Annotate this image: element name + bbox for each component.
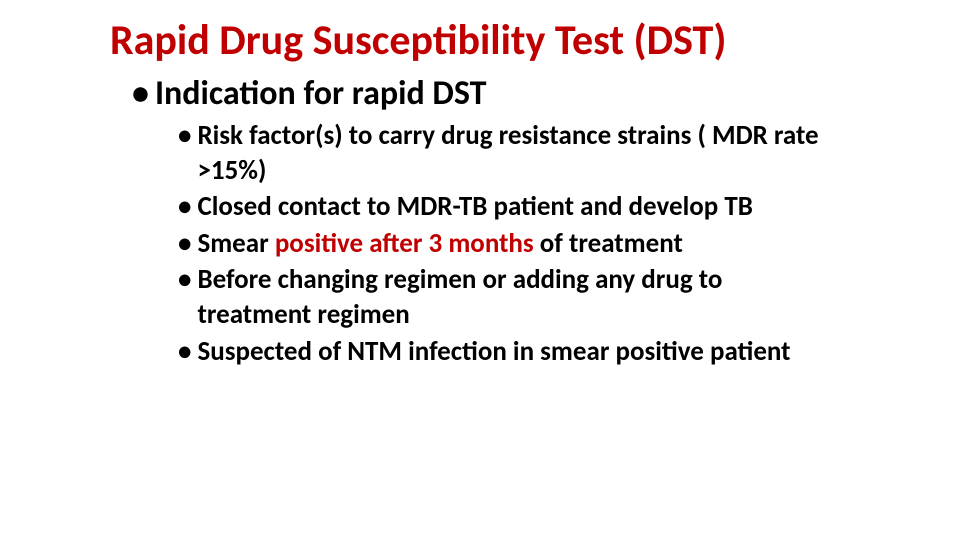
body-text: Suspected of NTM infection in smear posi… xyxy=(197,335,790,368)
level2-text: Risk factor(s) to carry drug resistance … xyxy=(197,119,828,188)
body-text: of treatment xyxy=(540,227,683,260)
bullet-icon: • xyxy=(178,190,191,225)
level2-text: Closed contact to MDR-TB patient and dev… xyxy=(197,190,828,225)
bullet-icon: • xyxy=(178,119,191,154)
body-text: Closed contact to MDR-TB patient and dev… xyxy=(197,190,752,223)
slide-title: Rapid Drug Susceptibility Test (DST) xyxy=(110,18,900,64)
level1-item: • Indication for rapid DST xyxy=(132,74,900,113)
level2-item: •Before changing regimen or adding any d… xyxy=(178,263,828,332)
level2-text: Smear positive after 3 months of treatme… xyxy=(197,227,828,262)
level2-list: •Risk factor(s) to carry drug resistance… xyxy=(178,119,828,369)
body-text: Before changing regimen or adding any dr… xyxy=(197,263,722,331)
level2-item: •Risk factor(s) to carry drug resistance… xyxy=(178,119,828,188)
level2-text: Before changing regimen or adding any dr… xyxy=(197,263,828,332)
level2-item: •Smear positive after 3 months of treatm… xyxy=(178,227,828,262)
slide: Rapid Drug Susceptibility Test (DST) • I… xyxy=(0,0,960,540)
bullet-icon: • xyxy=(178,227,191,262)
level2-text: Suspected of NTM infection in smear posi… xyxy=(197,335,828,370)
bullet-icon: • xyxy=(132,74,149,113)
bullet-icon: • xyxy=(178,263,191,298)
level1-text: Indication for rapid DST xyxy=(155,74,486,113)
level2-item: •Suspected of NTM infection in smear pos… xyxy=(178,335,828,370)
bullet-icon: • xyxy=(178,335,191,370)
highlight-text: positive after 3 months xyxy=(275,227,540,260)
body-text: Risk factor(s) to carry drug resistance … xyxy=(197,119,818,187)
level2-item: •Closed contact to MDR-TB patient and de… xyxy=(178,190,828,225)
body-text: Smear xyxy=(197,227,274,260)
